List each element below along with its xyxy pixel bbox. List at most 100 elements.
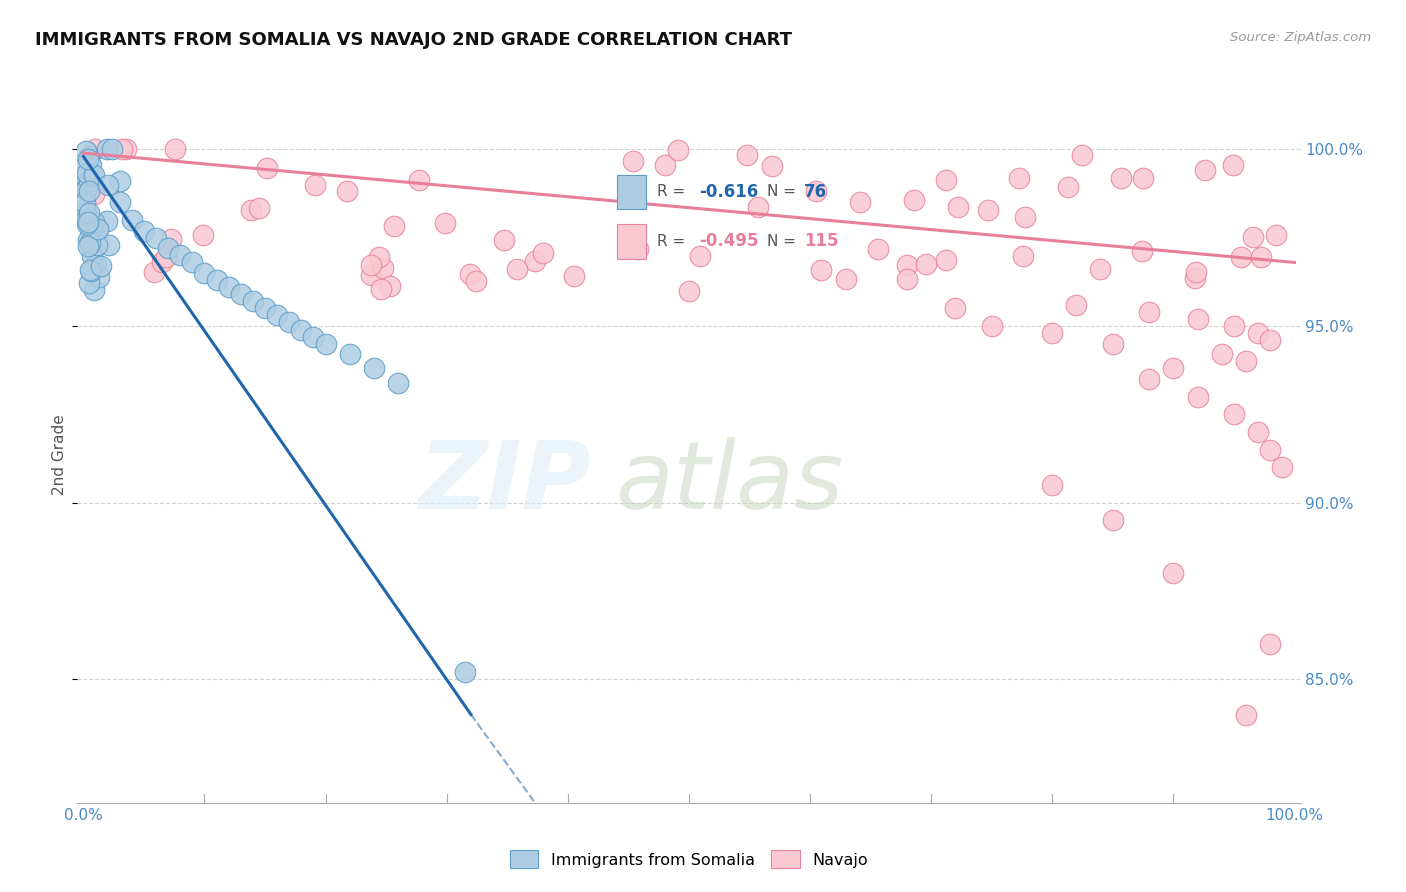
Point	[83, 143, 105, 157]
Point	[77, 206, 100, 220]
Point	[79, 220, 101, 235]
Point	[339, 347, 361, 361]
Point	[191, 228, 214, 243]
Point	[1247, 425, 1270, 439]
Point	[935, 172, 957, 186]
Point	[77, 276, 100, 290]
Point	[76, 165, 98, 179]
Point	[75, 206, 97, 220]
Point	[242, 294, 264, 309]
Point	[1223, 318, 1246, 333]
Point	[76, 152, 98, 166]
Point	[1137, 305, 1160, 319]
Point	[79, 222, 101, 236]
Point	[84, 257, 107, 271]
Point	[77, 233, 100, 247]
Point	[1040, 326, 1063, 340]
Point	[97, 178, 120, 192]
Point	[83, 284, 105, 298]
Point	[1234, 354, 1257, 368]
Point	[79, 174, 101, 188]
Point	[531, 246, 554, 260]
Point	[1163, 566, 1185, 581]
Point	[382, 219, 405, 233]
Point	[169, 248, 191, 262]
Point	[218, 280, 240, 294]
Point	[247, 201, 270, 215]
Text: 76: 76	[804, 183, 827, 201]
Point	[145, 230, 167, 244]
Legend: Immigrants from Somalia, Navajo: Immigrants from Somalia, Navajo	[503, 844, 875, 875]
Point	[810, 263, 832, 277]
Point	[160, 232, 183, 246]
Point	[79, 235, 101, 250]
Point	[1229, 251, 1251, 265]
Point	[75, 144, 97, 158]
Point	[654, 158, 676, 172]
Point	[1111, 170, 1133, 185]
Point	[914, 257, 936, 271]
Text: 115: 115	[804, 233, 838, 251]
Point	[370, 282, 392, 296]
Point	[111, 143, 134, 157]
Point	[302, 329, 325, 343]
Point	[433, 217, 456, 231]
Point	[229, 287, 252, 301]
Point	[458, 268, 481, 282]
Point	[1130, 244, 1153, 258]
Point	[76, 217, 98, 231]
Point	[465, 274, 488, 288]
Point	[761, 160, 783, 174]
Point	[1132, 171, 1154, 186]
Point	[86, 238, 108, 252]
Point	[1070, 148, 1092, 162]
Text: -0.616: -0.616	[699, 183, 758, 201]
Point	[181, 255, 204, 269]
Point	[73, 206, 96, 220]
Point	[76, 180, 98, 194]
Point	[945, 301, 967, 316]
Point	[121, 213, 143, 227]
Text: N =: N =	[768, 234, 801, 249]
Point	[72, 181, 94, 195]
Point	[1101, 513, 1123, 527]
Point	[849, 195, 872, 210]
Bar	[617, 175, 647, 209]
Point	[368, 251, 391, 265]
Text: N =: N =	[768, 185, 801, 199]
Point	[1265, 228, 1288, 243]
Point	[387, 376, 409, 390]
Point	[75, 211, 97, 226]
Point	[363, 361, 385, 376]
Point	[454, 665, 477, 680]
Point	[747, 200, 769, 214]
Point	[90, 259, 112, 273]
Point	[75, 182, 97, 196]
Point	[1090, 262, 1112, 277]
Point	[1247, 326, 1270, 340]
Point	[1040, 478, 1063, 492]
Point	[83, 215, 105, 229]
Point	[143, 264, 166, 278]
Point	[980, 318, 1002, 333]
Point	[256, 161, 278, 175]
Point	[1137, 372, 1160, 386]
Point	[155, 250, 177, 264]
Point	[315, 336, 337, 351]
Point	[1222, 158, 1244, 172]
Point	[165, 143, 187, 157]
Point	[278, 316, 301, 330]
Point	[205, 273, 228, 287]
Point	[896, 272, 918, 286]
Point	[98, 238, 121, 252]
Y-axis label: 2nd Grade: 2nd Grade	[52, 415, 67, 495]
Point	[157, 241, 180, 255]
Text: Source: ZipAtlas.com: Source: ZipAtlas.com	[1230, 31, 1371, 45]
Point	[1194, 162, 1216, 177]
Point	[689, 249, 711, 263]
Point	[73, 195, 96, 210]
Point	[1011, 249, 1033, 263]
Point	[79, 263, 101, 277]
Point	[108, 195, 131, 210]
Point	[1185, 265, 1208, 279]
